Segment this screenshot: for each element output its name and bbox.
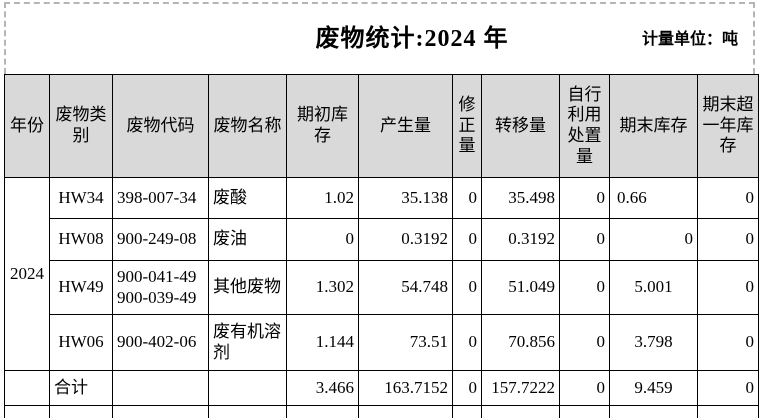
col-header-self-disposal: 自行 利用 处置 量 bbox=[559, 74, 610, 178]
col-header-correction: 修 正 量 bbox=[452, 74, 482, 178]
cell-correction: 0 bbox=[452, 177, 482, 219]
cell-name: 废酸 bbox=[208, 177, 287, 219]
col-header-code: 废物代码 bbox=[112, 74, 209, 178]
cell-opening: 1.02 bbox=[286, 177, 359, 219]
cell-closing: 5.001 bbox=[609, 260, 698, 315]
total-cell-opening: 3.466 bbox=[286, 370, 359, 406]
cell-over-one-year: 0 bbox=[697, 314, 759, 371]
cell-name: 废有机溶 剂 bbox=[208, 314, 287, 371]
col-header-transferred: 转移量 bbox=[481, 74, 560, 178]
cell-generated: 35.138 bbox=[358, 177, 453, 219]
table-row: HW08 900-249-08 废油 0 0.3192 0 0.3192 0 0… bbox=[5, 218, 759, 261]
cell-code: 900-041-49 900-039-49 bbox=[112, 260, 209, 315]
cell-category: HW49 bbox=[49, 260, 113, 315]
cell-transferred: 51.049 bbox=[481, 260, 560, 315]
cell-name-empty bbox=[208, 370, 287, 406]
col-header-category: 废物类 别 bbox=[49, 74, 113, 178]
cell-closing: 0 bbox=[609, 218, 698, 261]
cell-opening: 1.302 bbox=[286, 260, 359, 315]
cell-year-empty bbox=[4, 370, 50, 406]
total-cell-closing: 9.459 bbox=[609, 370, 698, 406]
cell-generated: 73.51 bbox=[358, 314, 453, 371]
cell-code-empty bbox=[112, 370, 209, 406]
print-area-dashed-border bbox=[4, 2, 755, 74]
cell-self-disposal: 0 bbox=[559, 218, 610, 261]
cell-transferred: 0.3192 bbox=[481, 218, 560, 261]
total-label: 合计 bbox=[49, 370, 113, 406]
cell-closing: 0.66 bbox=[609, 177, 698, 219]
cell-opening: 1.144 bbox=[286, 314, 359, 371]
cell-code: 900-249-08 bbox=[112, 218, 209, 261]
waste-statistics-table: 年份 废物类 别 废物代码 废物名称 期初库 存 产生量 修 正 量 转移量 自… bbox=[4, 74, 759, 418]
partial-row-cutoff bbox=[4, 405, 759, 418]
table-row: HW06 900-402-06 废有机溶 剂 1.144 73.51 0 70.… bbox=[5, 314, 759, 371]
cell-over-one-year: 0 bbox=[697, 218, 759, 261]
cell-self-disposal: 0 bbox=[559, 177, 610, 219]
col-header-opening-stock: 期初库 存 bbox=[286, 74, 359, 178]
cell-self-disposal: 0 bbox=[559, 314, 610, 371]
cell-code: 900-402-06 bbox=[112, 314, 209, 371]
col-header-generated: 产生量 bbox=[358, 74, 453, 178]
unit-label: 计量单位：吨 bbox=[641, 31, 738, 48]
total-row: 合计 3.466 163.7152 0 157.7222 0 9.459 0 bbox=[4, 370, 759, 406]
cell-category: HW06 bbox=[49, 314, 113, 371]
table-row: HW49 900-041-49 900-039-49 其他废物 1.302 54… bbox=[5, 260, 759, 315]
cell-generated: 0.3192 bbox=[358, 218, 453, 261]
cell-name: 废油 bbox=[208, 218, 287, 261]
col-header-year: 年份 bbox=[4, 74, 50, 178]
total-cell-correction: 0 bbox=[452, 370, 482, 406]
cell-self-disposal: 0 bbox=[559, 260, 610, 315]
total-cell-self-disposal: 0 bbox=[559, 370, 610, 406]
cell-transferred: 70.856 bbox=[481, 314, 560, 371]
page-title: 废物统计:2024 年 bbox=[315, 26, 509, 52]
cell-over-one-year: 0 bbox=[697, 260, 759, 315]
col-header-over-one-year: 期末超 一年库 存 bbox=[697, 74, 759, 178]
total-cell-transferred: 157.7222 bbox=[481, 370, 560, 406]
col-header-name: 废物名称 bbox=[208, 74, 287, 178]
cell-code: 398-007-34 bbox=[112, 177, 209, 219]
total-cell-generated: 163.7152 bbox=[358, 370, 453, 406]
year-cell: 2024 bbox=[4, 177, 50, 371]
cell-correction: 0 bbox=[452, 218, 482, 261]
cell-category: HW08 bbox=[49, 218, 113, 261]
table-row: 2024 HW34 398-007-34 废酸 1.02 35.138 0 35… bbox=[4, 177, 759, 371]
total-cell-over-one-year: 0 bbox=[697, 370, 759, 406]
cell-over-one-year: 0 bbox=[697, 177, 759, 219]
cell-transferred: 35.498 bbox=[481, 177, 560, 219]
cell-correction: 0 bbox=[452, 260, 482, 315]
cell-opening: 0 bbox=[286, 218, 359, 261]
cell-generated: 54.748 bbox=[358, 260, 453, 315]
cell-name: 其他废物 bbox=[208, 260, 287, 315]
cell-category: HW34 bbox=[49, 177, 113, 219]
col-header-closing-stock: 期末库存 bbox=[609, 74, 698, 178]
cell-closing: 3.798 bbox=[609, 314, 698, 371]
header-row: 年份 废物类 别 废物代码 废物名称 期初库 存 产生量 修 正 量 转移量 自… bbox=[4, 74, 759, 178]
cell-correction: 0 bbox=[452, 314, 482, 371]
